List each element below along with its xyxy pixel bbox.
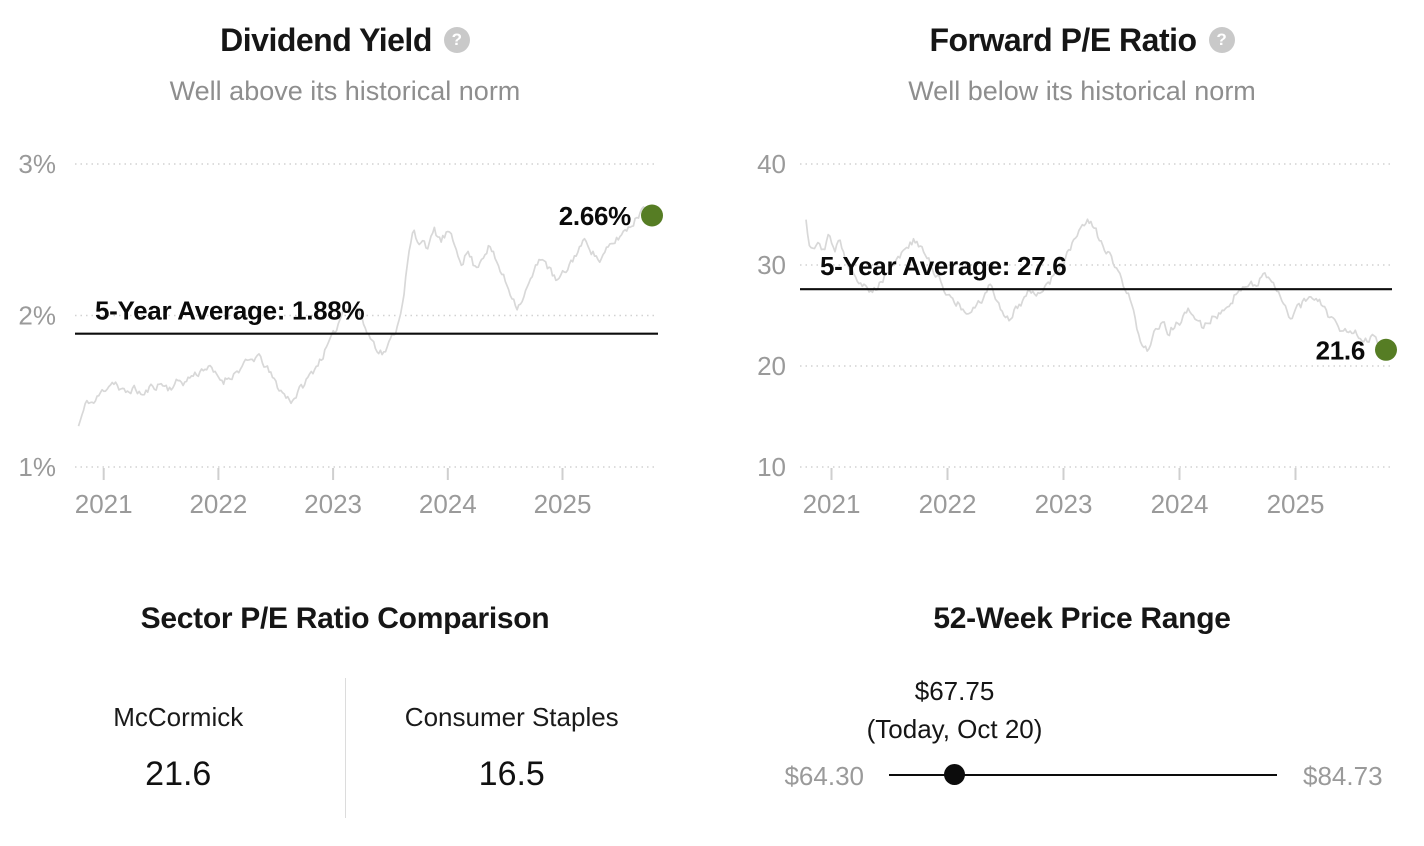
vertical-divider: [344, 678, 346, 818]
sector-pe-comparison-panel: Sector P/E Ratio Comparison McCormick 21…: [0, 560, 712, 846]
dividend-yield-title: Dividend Yield: [220, 22, 432, 58]
average-label: 5-Year Average: 1.88%: [95, 296, 364, 326]
dividend-yield-header: Dividend Yield ?: [0, 22, 690, 59]
dividend-yield-subtitle: Well above its historical norm: [169, 76, 521, 106]
range-max-label: $84.73: [1303, 761, 1383, 791]
dividend-yield-chart: 3% 2% 1% 2021 2022 2023 2024 2025 5-Year Average…: [18, 149, 663, 519]
forward-pe-panel: Forward P/E Ratio ? Well below its histo…: [712, 0, 1424, 560]
x-tick-label: 2025: [1267, 489, 1325, 519]
sector-pe-value: 16.5: [478, 755, 545, 793]
y-tick-label: 30: [757, 250, 786, 280]
x-tick-label: 2024: [1151, 489, 1209, 519]
forward-pe-subtitle: Well below its historical norm: [908, 76, 1256, 106]
y-tick-label: 40: [757, 149, 786, 179]
current-price-label: $67.75: [914, 676, 995, 706]
x-tick-label: 2021: [75, 489, 133, 519]
forward-pe-header: Forward P/E Ratio ?: [740, 22, 1424, 59]
x-tick-label: 2022: [919, 489, 977, 519]
range-min-label: $64.30: [784, 761, 864, 791]
current-value-dot: [641, 204, 663, 227]
average-label: 5-Year Average: 27.6: [820, 251, 1066, 281]
company-name: McCormick: [113, 702, 244, 732]
forward-pe-chart: 40 30 20 10 2021 2022 2023 2024 2025 5-Year Avera…: [757, 149, 1397, 519]
sector-pe-cell: Consumer Staples 16.5: [346, 678, 679, 818]
help-icon[interactable]: ?: [1208, 27, 1235, 54]
forward-pe-title: Forward P/E Ratio: [929, 22, 1197, 58]
x-tick-label: 2025: [534, 489, 592, 519]
x-tick-label: 2024: [419, 489, 477, 519]
current-value-dot: [1375, 338, 1397, 361]
x-tick-label: 2023: [1035, 489, 1093, 519]
dividend-yield-panel: Dividend Yield ? Well above its historic…: [0, 0, 712, 560]
sector-pe-comparison-row: McCormick 21.6 Consumer Staples 16.5: [12, 678, 678, 818]
y-tick-label: 1%: [18, 452, 56, 482]
company-pe-cell: McCormick 21.6: [12, 678, 345, 818]
current-price-marker: [944, 764, 966, 785]
current-value-label: 2.66%: [559, 201, 631, 231]
sector-name: Consumer Staples: [404, 702, 619, 732]
y-tick-label: 10: [757, 452, 786, 482]
series-line: [77, 206, 653, 427]
y-tick-label: 2%: [18, 301, 56, 331]
x-tick-label: 2022: [189, 489, 247, 519]
y-tick-label: 3%: [18, 149, 56, 179]
company-pe-value: 21.6: [145, 755, 212, 793]
sector-pe-comparison-title: Sector P/E Ratio Comparison: [140, 602, 550, 635]
price-range-track: [889, 764, 1277, 785]
series-line: [805, 218, 1387, 357]
price-range-title: 52-Week Price Range: [933, 602, 1231, 635]
x-tick-label: 2021: [803, 489, 861, 519]
current-value-label: 21.6: [1316, 335, 1365, 365]
current-price-note: (Today, Oct 20): [866, 714, 1043, 744]
x-tick-label: 2023: [304, 489, 362, 519]
help-icon[interactable]: ?: [443, 27, 470, 54]
y-tick-label: 20: [757, 351, 786, 381]
price-range-panel: 52-Week Price Range $67.75 (Today, Oct 2…: [712, 560, 1424, 846]
